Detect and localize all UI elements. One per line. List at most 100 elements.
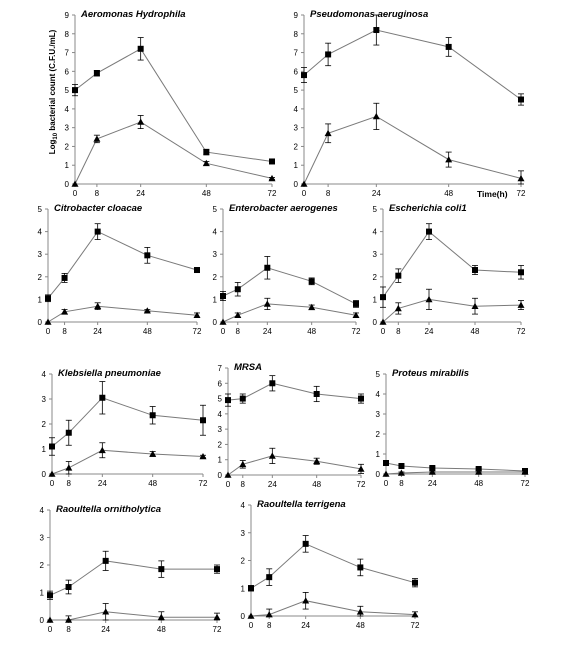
data-point-square <box>358 395 364 402</box>
data-point-triangle <box>308 303 316 311</box>
data-point-square <box>94 228 101 235</box>
x-tick-label: 72 <box>357 480 366 489</box>
x-tick-label: 48 <box>356 621 365 630</box>
x-tick-label: 72 <box>521 479 530 488</box>
y-tick-label: 6 <box>218 379 223 388</box>
chart-title: Aeromonas Hydrophila <box>80 9 186 20</box>
data-point-triangle <box>521 468 529 475</box>
series-line <box>47 230 198 299</box>
y-tick-label: 1 <box>373 295 378 304</box>
y-tick-label: 9 <box>65 11 70 20</box>
series-square-markers <box>380 223 524 308</box>
data-point-square <box>137 45 144 52</box>
x-tick-label: 72 <box>411 621 420 630</box>
x-tick-label: 24 <box>428 479 437 488</box>
series-line <box>227 455 362 476</box>
x-tick-label: 24 <box>136 189 145 198</box>
chart-panel-9: 0 1 2 3 4 0 8 24 48 72 Raoultella ornitholytica <box>40 504 222 634</box>
data-point-square <box>214 566 220 573</box>
data-point-triangle <box>268 174 276 182</box>
x-tick-label: 0 <box>384 479 389 488</box>
data-point-triangle <box>157 613 165 620</box>
y-tick-label: 1 <box>241 584 246 593</box>
x-tick-label: 72 <box>517 189 526 198</box>
y-tick-label: 4 <box>38 228 43 237</box>
y-tick-label: 4 <box>213 228 218 237</box>
y-axis-label-suffix: bacterial count (C.F.U./mL) <box>48 29 57 132</box>
data-point-square <box>472 267 478 274</box>
x-tick-label: 48 <box>312 480 321 489</box>
series-square-markers <box>220 256 359 308</box>
chart-title: Raoultella ornitholytica <box>56 504 161 515</box>
series-line <box>74 48 273 162</box>
series-line <box>385 462 526 472</box>
data-point-triangle <box>324 129 332 137</box>
series-triangle-markers <box>247 592 419 619</box>
x-tick-label: 8 <box>241 480 246 489</box>
y-tick-label: 1 <box>38 295 43 304</box>
data-point-square <box>353 300 359 307</box>
data-point-square <box>248 585 254 592</box>
series-square-markers <box>47 550 220 600</box>
x-tick-label: 48 <box>307 327 316 336</box>
y-tick-label: 5 <box>65 86 70 95</box>
data-point-triangle <box>102 608 110 615</box>
data-point-triangle <box>268 452 276 459</box>
y-tick-label: 0 <box>241 612 246 621</box>
data-point-triangle <box>302 597 310 604</box>
data-point-square <box>234 286 241 293</box>
y-tick-label: 2 <box>373 273 378 282</box>
data-point-square <box>302 540 309 547</box>
y-tick-label: 3 <box>241 529 246 538</box>
data-point-triangle <box>411 611 419 618</box>
y-tick-label: 4 <box>65 105 70 114</box>
y-tick-label: 0 <box>376 470 381 479</box>
x-tick-label: 72 <box>268 189 277 198</box>
data-point-triangle <box>356 608 364 615</box>
y-tick-label: 0 <box>213 318 218 327</box>
data-point-triangle <box>394 304 402 312</box>
series-line <box>51 397 204 447</box>
data-point-triangle <box>46 616 54 623</box>
data-point-triangle <box>352 311 360 318</box>
y-tick-label: 3 <box>213 250 218 259</box>
x-tick-label: 24 <box>372 189 381 198</box>
data-point-triangle <box>428 468 436 475</box>
data-point-triangle <box>71 180 79 187</box>
x-tick-label: 48 <box>157 625 166 634</box>
data-point-triangle <box>475 468 483 475</box>
data-point-square <box>49 443 55 450</box>
series-square-markers <box>72 37 275 165</box>
y-axis-label: Log10 bacterial count (C.F.U./mL) <box>48 29 59 154</box>
data-point-triangle <box>193 311 201 318</box>
series-line <box>51 449 204 475</box>
x-tick-label: 24 <box>263 327 272 336</box>
data-point-square <box>194 267 200 274</box>
y-tick-label: 4 <box>42 370 47 379</box>
series-triangle-markers <box>224 447 365 478</box>
data-point-square <box>269 158 275 165</box>
y-tick-label: 3 <box>373 250 378 259</box>
data-point-triangle <box>93 135 101 142</box>
y-tick-label: 0 <box>40 616 45 625</box>
data-point-square <box>429 465 436 471</box>
y-tick-label: 2 <box>218 440 223 449</box>
x-tick-label: 0 <box>226 480 231 489</box>
x-tick-label: 8 <box>267 621 272 630</box>
series-line <box>250 543 416 589</box>
chart-panel-5: 0 1 2 3 4 5 0 8 24 48 72 Escherichia coli1 <box>373 203 526 336</box>
y-tick-label: 2 <box>294 142 299 151</box>
x-tick-label: 48 <box>202 189 211 198</box>
y-tick-label: 2 <box>40 561 45 570</box>
x-tick-label: 72 <box>213 625 222 634</box>
data-point-square <box>65 429 72 436</box>
series-square-markers <box>301 14 524 106</box>
data-point-square <box>301 72 307 79</box>
chart-panel-3: 0 1 2 3 4 5 0 8 24 48 72 Citrobacter cloacae <box>38 203 202 336</box>
data-point-square <box>398 463 405 469</box>
chart-panel-8: 0 1 2 3 4 5 0 8 24 48 72 Proteus mirabilis <box>376 368 530 488</box>
x-axis-unit-label: Time(h) <box>477 189 508 199</box>
x-tick-label: 8 <box>399 479 404 488</box>
data-point-square <box>269 380 276 387</box>
series-triangle-markers <box>44 302 201 325</box>
